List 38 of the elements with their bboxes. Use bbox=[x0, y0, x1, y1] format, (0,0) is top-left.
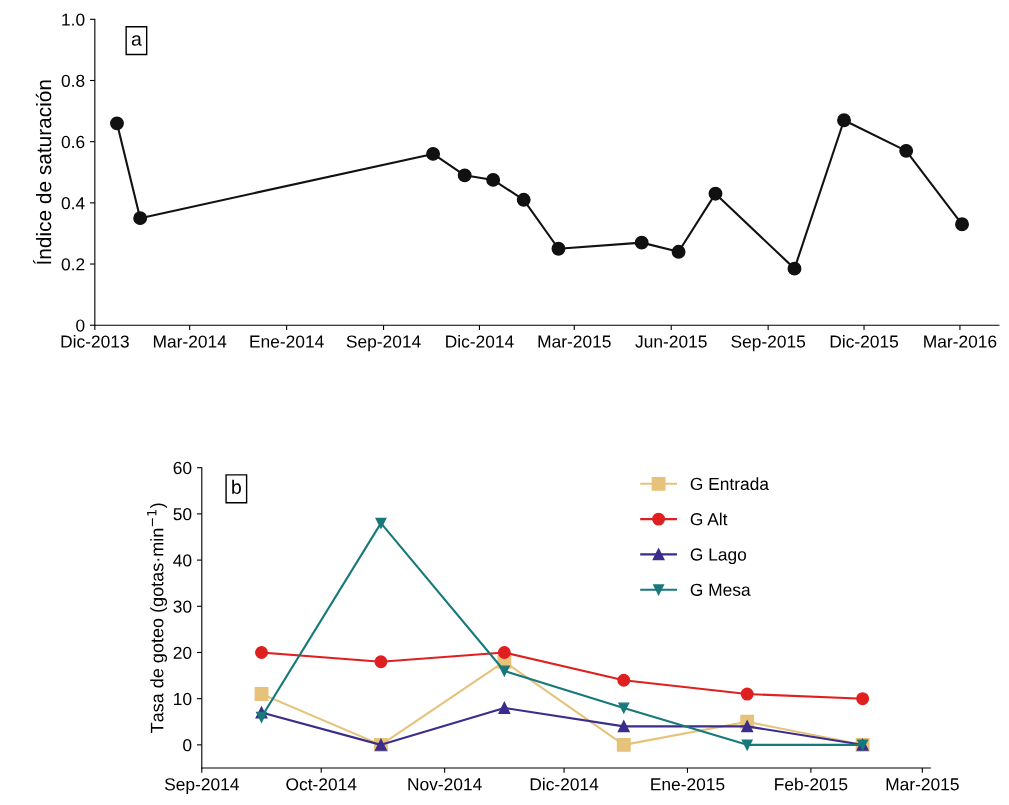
y-tick-label: 0 bbox=[76, 319, 85, 332]
x-tick-label: Jun-2015 bbox=[635, 335, 707, 348]
x-tick-label: Mar-2015 bbox=[886, 778, 959, 791]
x-tick-label: Ene-2015 bbox=[651, 778, 725, 791]
y-axis-title: Tasa de goteo (gotas·min$^{−1}$) bbox=[147, 503, 168, 733]
legend-label: G Mesa bbox=[690, 583, 751, 596]
annotation: a bbox=[131, 35, 142, 46]
y-tick-label: 0.2 bbox=[61, 258, 85, 271]
x-tick-label: Dic-2015 bbox=[830, 334, 899, 348]
annotation: b bbox=[232, 479, 241, 494]
y-tick-label: 50 bbox=[173, 508, 192, 521]
x-tick-label: Dic-2014 bbox=[530, 777, 599, 791]
y-tick-label: 0 bbox=[183, 739, 192, 752]
x-tick-label: Sep-2014 bbox=[346, 335, 421, 352]
y-tick-label: 30 bbox=[173, 600, 192, 613]
y-tick-label: 20 bbox=[173, 646, 192, 659]
x-tick-label: Mar-2015 bbox=[538, 335, 611, 348]
x-tick-label: Dic-2013 bbox=[61, 334, 129, 348]
x-tick-label: Feb-2015 bbox=[775, 777, 848, 791]
x-tick-label: Oct-2014 bbox=[286, 778, 357, 791]
legend-label: G Lago bbox=[690, 548, 747, 565]
y-tick-label: 40 bbox=[173, 554, 192, 567]
x-tick-label: Ene-2014 bbox=[250, 335, 324, 348]
y-tick-label: 0.4 bbox=[61, 197, 85, 210]
x-tick-label: Dic-2014 bbox=[446, 334, 514, 348]
y-tick-label: 1.0 bbox=[62, 13, 85, 26]
x-tick-label: Sep-2015 bbox=[731, 335, 806, 352]
legend-label: G Alt bbox=[690, 512, 728, 526]
y-tick-label: 0.8 bbox=[61, 74, 85, 87]
y-tick-label: 60 bbox=[173, 461, 192, 475]
x-tick-label: Mar-2014 bbox=[153, 335, 227, 348]
y-tick-label: 0.6 bbox=[61, 135, 85, 149]
x-tick-label: Mar-2016 bbox=[924, 335, 997, 348]
y-tick-label: 10 bbox=[174, 692, 192, 706]
y-axis-title: Índice de saturación bbox=[33, 80, 52, 265]
legend-label: G Entrada bbox=[690, 477, 769, 491]
x-tick-label: Sep-2014 bbox=[164, 778, 239, 794]
x-tick-label: Nov-2014 bbox=[408, 778, 482, 791]
